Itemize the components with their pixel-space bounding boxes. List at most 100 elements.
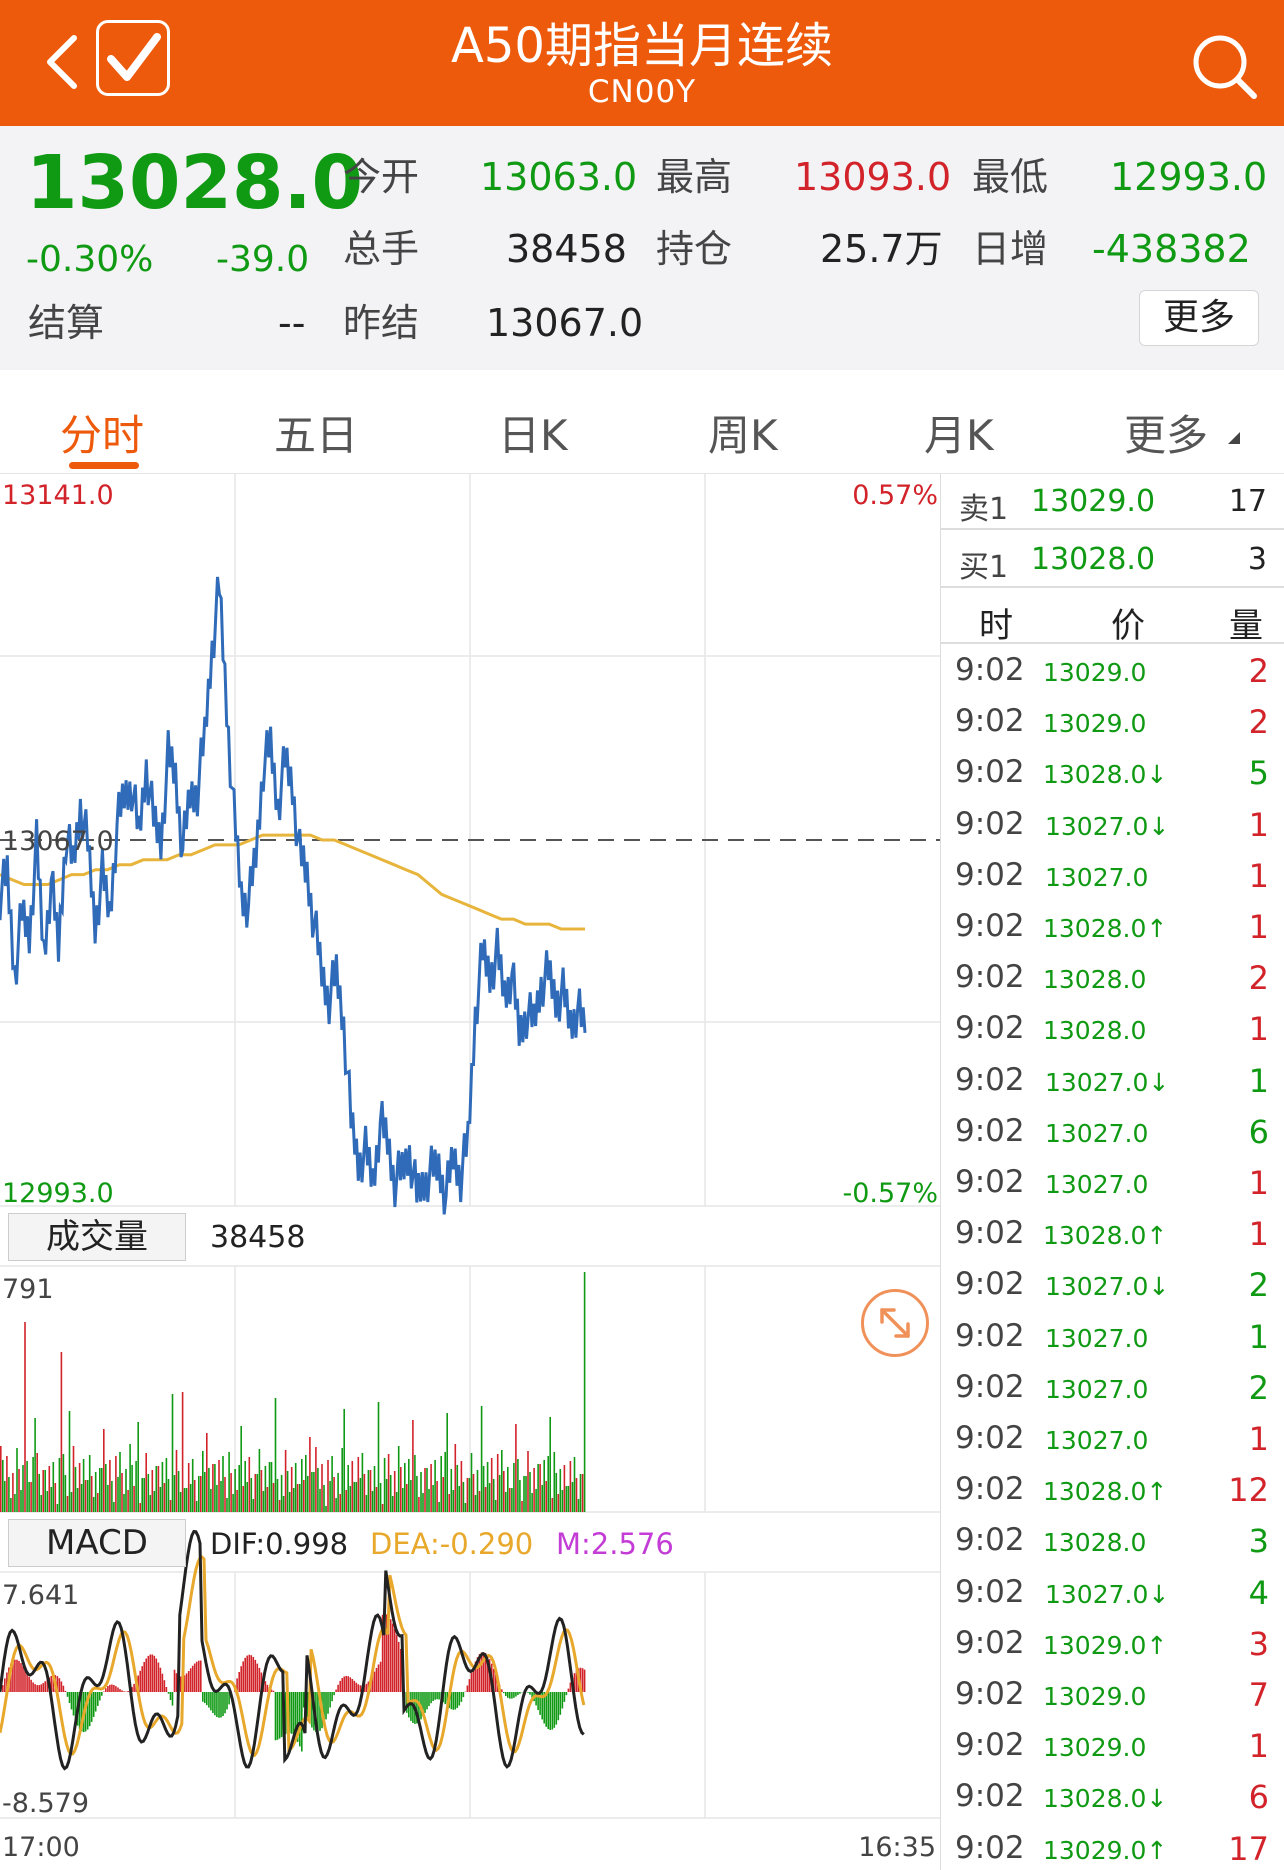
trade-price: 13027.0 — [1045, 862, 1149, 892]
volume-bar — [38, 1474, 40, 1512]
macd-bar — [149, 1654, 152, 1692]
volume-indicator-value: 38458 — [210, 1220, 306, 1255]
daily-increase-label: 日增 — [972, 227, 1049, 271]
open-interest-label: 持仓 — [656, 227, 733, 271]
search-icon[interactable] — [1186, 28, 1262, 104]
volume-bar — [551, 1498, 554, 1512]
macd-bar — [155, 1658, 158, 1692]
macd-indicator-button[interactable]: MACD — [8, 1519, 186, 1567]
trade-price: 13027.0↓ — [1045, 1579, 1170, 1609]
macd-bar — [218, 1692, 220, 1718]
volume-bar — [414, 1455, 416, 1512]
volume-bar — [337, 1473, 339, 1512]
trade-time: 9:02 — [955, 1778, 1025, 1815]
volume-bar — [159, 1487, 162, 1512]
volume-bar — [240, 1426, 242, 1512]
open-interest-value: 25.7万 — [820, 227, 943, 271]
change-amount: -39.0 — [216, 239, 310, 280]
macd-bar — [507, 1692, 509, 1698]
trade-row: 9:02 13027.0 1 — [941, 1158, 1284, 1209]
macd-bar — [133, 1683, 135, 1692]
volume-bar — [440, 1456, 442, 1512]
volume-bar — [454, 1444, 457, 1512]
macd-bar — [397, 1641, 400, 1692]
tab-daily-k[interactable]: 日K — [498, 411, 568, 460]
macd-bar — [167, 1692, 170, 1694]
volume-bar — [496, 1454, 499, 1512]
macd-bar — [250, 1655, 253, 1692]
volume-bar — [270, 1462, 273, 1512]
volume-bar — [290, 1467, 293, 1512]
volume-bar — [365, 1495, 368, 1512]
volume-bar — [511, 1488, 513, 1512]
intraday-chart[interactable]: 13141.0 0.57% 13067.0 12993.0 -0.57% 791… — [0, 474, 940, 1870]
macd-bar — [468, 1679, 471, 1692]
macd-bar — [191, 1665, 194, 1692]
tab-weekly-k[interactable]: 周K — [708, 411, 778, 460]
macd-dif-value: DIF:0.998 — [210, 1527, 349, 1561]
macd-bar — [244, 1657, 246, 1692]
volume-bar — [527, 1451, 529, 1512]
volume-bar — [90, 1476, 93, 1512]
macd-bar — [545, 1692, 547, 1727]
macd-bar — [472, 1666, 475, 1692]
volume-bar — [224, 1477, 226, 1512]
volume-bar — [519, 1480, 521, 1512]
volume-bar — [222, 1456, 224, 1512]
volume-bar — [258, 1449, 261, 1512]
volume-bar — [282, 1496, 285, 1512]
volume-bar — [44, 1470, 46, 1512]
macd-bar — [32, 1682, 34, 1692]
volume-bar — [583, 1272, 586, 1512]
macd-bar — [474, 1661, 477, 1692]
fullscreen-expand-button[interactable] — [861, 1289, 929, 1357]
macd-bar — [381, 1614, 384, 1692]
macd-bar — [109, 1684, 111, 1692]
volume-label: 总手 — [343, 227, 420, 271]
volume-bar — [135, 1461, 137, 1512]
checkmark-icon — [107, 33, 161, 81]
trade-volume: 7 — [1248, 1676, 1269, 1714]
macd-bar — [123, 1691, 125, 1692]
pct-min-label: -0.57% — [842, 1178, 938, 1209]
back-arrow-icon[interactable] — [38, 30, 88, 94]
tab-monthly-k[interactable]: 月K — [924, 411, 994, 460]
volume-bar — [288, 1492, 291, 1512]
macd-bar — [252, 1657, 255, 1692]
volume-bar — [361, 1453, 364, 1512]
tab-more[interactable]: 更多 — [1124, 411, 1209, 460]
macd-bar — [543, 1692, 545, 1724]
macd-bar — [379, 1661, 382, 1692]
tab-five-day[interactable]: 五日 — [274, 411, 359, 460]
volume-bar — [389, 1475, 392, 1512]
macd-bar — [294, 1692, 297, 1739]
ask-row: 卖1 13029.0 17 — [941, 474, 1284, 530]
macd-bar — [143, 1662, 145, 1692]
macd-bar — [565, 1692, 568, 1696]
volume-bar — [373, 1466, 376, 1512]
volume-bar — [88, 1455, 91, 1512]
trade-time: 9:02 — [955, 1010, 1025, 1047]
volume-bar — [397, 1446, 400, 1512]
macd-dea-value: DEA:-0.290 — [370, 1527, 534, 1561]
volume-indicator-button[interactable]: 成交量 — [8, 1213, 186, 1261]
volume-bar — [408, 1459, 410, 1512]
tab-intraday[interactable]: 分时 — [60, 411, 145, 460]
macd-bar — [311, 1692, 313, 1728]
watchlist-check-button[interactable] — [96, 20, 170, 96]
volume-bar — [246, 1482, 248, 1512]
volume-bar — [563, 1465, 566, 1512]
macd-bar — [501, 1689, 503, 1692]
trade-row: 9:02 13028.0↑ 1 — [941, 902, 1284, 953]
volume-bar — [48, 1466, 51, 1512]
macd-bar — [460, 1692, 463, 1702]
volume-bar — [575, 1478, 578, 1512]
macd-bar — [389, 1619, 392, 1692]
quote-more-button[interactable]: 更多 — [1139, 290, 1259, 346]
macd-bar — [355, 1682, 358, 1692]
low-label: 最低 — [972, 155, 1049, 199]
macd-bar — [561, 1692, 564, 1709]
macd-bar — [240, 1666, 242, 1692]
macd-bar — [18, 1660, 20, 1692]
volume-bar — [462, 1482, 465, 1512]
